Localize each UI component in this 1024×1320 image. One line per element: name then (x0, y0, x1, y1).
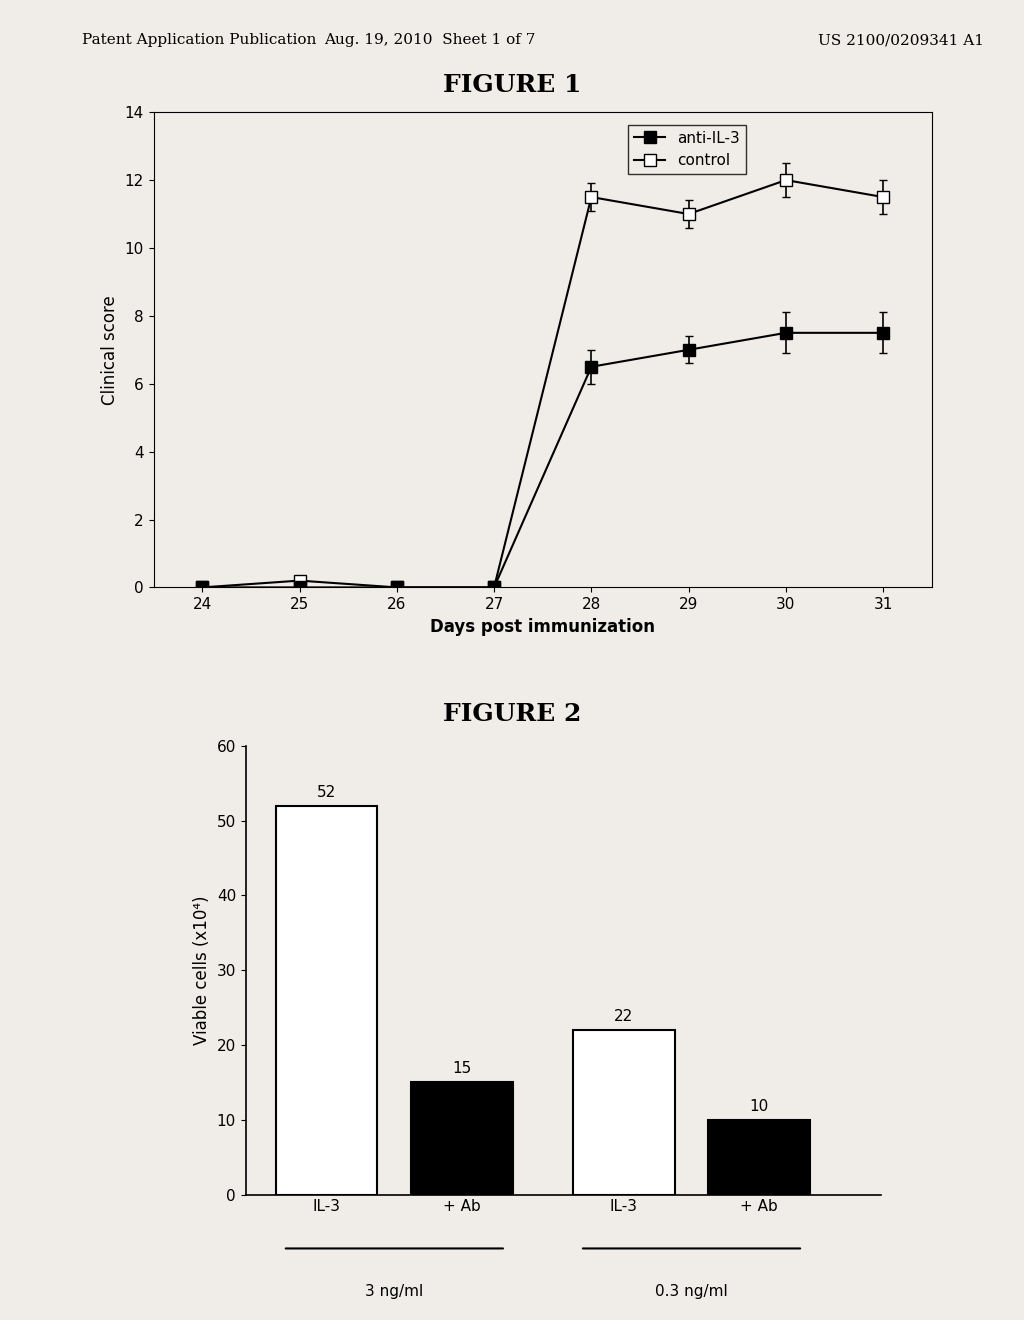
Bar (276, 805, 378, 1195)
Text: FIGURE 1: FIGURE 1 (442, 73, 582, 96)
Y-axis label: Clinical score: Clinical score (101, 294, 119, 405)
Bar (573, 1030, 675, 1195)
Text: Patent Application Publication: Patent Application Publication (82, 33, 316, 48)
Legend: anti-IL-3, control: anti-IL-3, control (628, 124, 745, 174)
Text: 10: 10 (750, 1098, 769, 1114)
Text: 15: 15 (453, 1061, 471, 1076)
Text: Aug. 19, 2010  Sheet 1 of 7: Aug. 19, 2010 Sheet 1 of 7 (325, 33, 536, 48)
Text: US 2100/0209341 A1: US 2100/0209341 A1 (818, 33, 984, 48)
Text: 52: 52 (317, 784, 337, 800)
Text: 3 ng/ml: 3 ng/ml (366, 1284, 424, 1299)
Bar (412, 1082, 513, 1195)
Text: FIGURE 2: FIGURE 2 (442, 702, 582, 726)
X-axis label: Days post immunization: Days post immunization (430, 618, 655, 636)
Bar (709, 1119, 810, 1195)
Text: 0.3 ng/ml: 0.3 ng/ml (655, 1284, 728, 1299)
Text: 22: 22 (614, 1008, 634, 1024)
Y-axis label: Viable cells (x10⁴): Viable cells (x10⁴) (194, 895, 211, 1045)
